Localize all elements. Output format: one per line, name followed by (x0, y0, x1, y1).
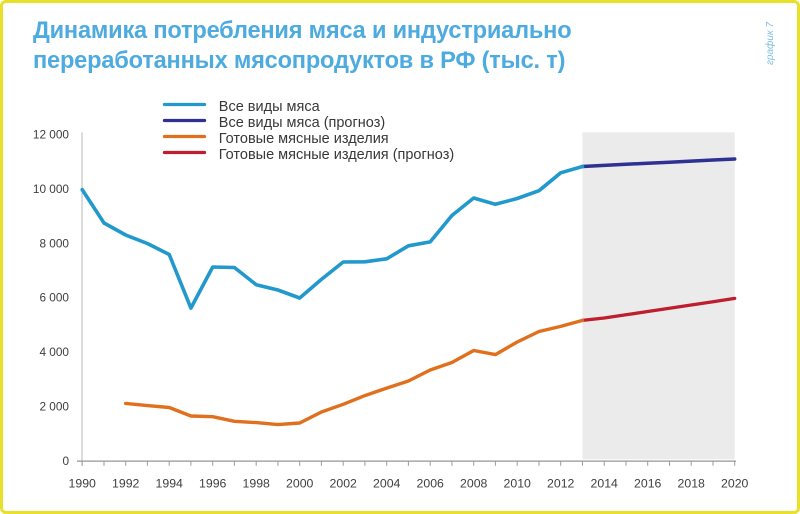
svg-text:2012: 2012 (547, 476, 575, 490)
svg-text:2006: 2006 (417, 476, 445, 490)
svg-text:0: 0 (62, 454, 69, 468)
svg-text:2010: 2010 (504, 476, 532, 490)
svg-text:12 000: 12 000 (33, 127, 70, 141)
svg-text:2020: 2020 (721, 476, 749, 490)
svg-text:Все виды мяса: Все виды мяса (219, 99, 321, 115)
svg-text:2004: 2004 (373, 476, 401, 490)
svg-text:Готовые мясные изделия: Готовые мясные изделия (219, 131, 389, 147)
svg-text:2014: 2014 (591, 476, 619, 490)
svg-text:2 000: 2 000 (39, 400, 69, 414)
svg-text:2008: 2008 (460, 476, 488, 490)
svg-text:Все виды мяса (прогноз): Все виды мяса (прогноз) (219, 115, 385, 131)
svg-text:2000: 2000 (286, 476, 314, 490)
svg-text:1992: 1992 (112, 476, 140, 490)
svg-text:1998: 1998 (243, 476, 271, 490)
svg-text:6 000: 6 000 (39, 291, 69, 305)
svg-text:Готовые мясные изделия (прогно: Готовые мясные изделия (прогноз) (219, 147, 454, 163)
svg-text:1996: 1996 (199, 476, 227, 490)
svg-text:2016: 2016 (634, 476, 662, 490)
svg-text:2018: 2018 (678, 476, 706, 490)
svg-text:8 000: 8 000 (39, 236, 69, 250)
svg-text:1994: 1994 (156, 476, 184, 490)
svg-text:4 000: 4 000 (39, 345, 69, 359)
svg-text:10 000: 10 000 (33, 182, 70, 196)
svg-text:1990: 1990 (69, 476, 97, 490)
svg-text:2002: 2002 (330, 476, 358, 490)
